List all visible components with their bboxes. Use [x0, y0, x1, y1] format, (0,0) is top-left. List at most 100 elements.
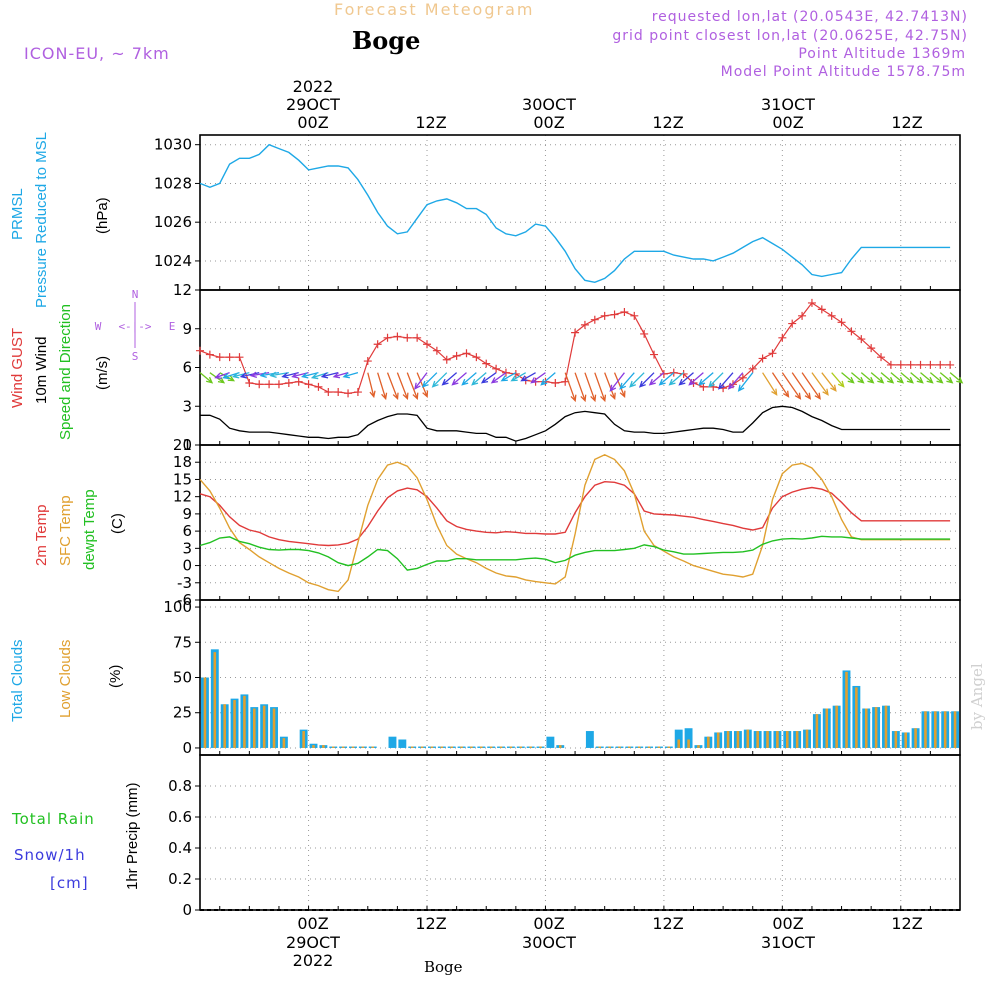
gust-marker: [738, 373, 747, 382]
legend-snow-unit: [cm]: [50, 874, 89, 892]
y-tick-label: 0: [182, 739, 192, 757]
bottom-day-label: 29OCT: [286, 933, 340, 952]
y-tick-label: 1028: [154, 174, 192, 192]
ylabel-precip: 1hr Precip (mm): [124, 782, 141, 890]
low-cloud-bar: [529, 746, 532, 748]
panel-frame: [199, 444, 961, 601]
wind-direction-arrow: [604, 372, 616, 401]
low-cloud-bar: [776, 731, 779, 748]
gust-marker: [659, 369, 668, 378]
wind-direction-arrow: [594, 372, 607, 403]
wind-direction-arrow: [771, 372, 790, 398]
gust-marker: [610, 310, 619, 319]
low-cloud-bar: [687, 739, 690, 748]
gust-marker: [462, 349, 471, 358]
legend-speed-direction: Speed and Direction: [57, 304, 74, 440]
low-cloud-bar: [934, 711, 937, 748]
ylabel-temp: (C): [109, 513, 126, 534]
gust-marker: [403, 333, 412, 342]
low-cloud-bar: [914, 728, 917, 748]
low-cloud-bar: [539, 746, 542, 748]
wind-direction-arrow: [396, 372, 409, 401]
top-day-label: 29OCT: [286, 95, 340, 114]
low-cloud-bar: [430, 746, 434, 748]
watermark: by Angel: [968, 663, 986, 730]
sfc-temp-line: [199, 454, 951, 593]
gust-marker: [215, 353, 224, 362]
y-tick-label: 12: [173, 281, 192, 299]
bottom-time-axis: 00Z 12Z 00Z 12Z 00Z 12Z 29OCT 30OCT 31OC…: [286, 914, 923, 970]
low-cloud-bar: [262, 705, 266, 748]
wind-direction-arrow: [530, 372, 546, 384]
low-cloud-bar: [410, 746, 414, 748]
pressure-line: [199, 143, 951, 284]
low-cloud-bar: [746, 729, 750, 748]
wind-direction-arrow: [480, 372, 497, 384]
y-tick-label: 1024: [154, 252, 192, 270]
gust-marker: [294, 377, 303, 386]
panel-wind: 0 3 6 9 12: [173, 281, 964, 454]
total-cloud-bar: [585, 731, 594, 748]
wind-direction-arrow: [416, 372, 429, 399]
low-cloud-bar: [795, 731, 799, 748]
location-title: Boge: [352, 26, 421, 55]
y-tick-label: 18: [173, 453, 192, 471]
low-cloud-bar: [756, 731, 759, 748]
gust-marker: [798, 311, 807, 320]
panel-clouds: 0 25 50 75 100: [163, 598, 961, 757]
low-cloud-bar: [657, 746, 661, 748]
low-cloud-bar: [637, 746, 641, 748]
low-cloud-bar: [924, 711, 927, 748]
wind-direction-arrow: [727, 372, 744, 390]
wind-direction-arrow: [781, 372, 802, 400]
low-cloud-bar: [420, 746, 424, 748]
y-tick-label: 100: [163, 598, 192, 616]
low-cloud-bar: [953, 711, 957, 748]
low-cloud-bar: [499, 746, 503, 748]
low-cloud-bar: [203, 677, 207, 748]
wind-direction-arrow: [300, 372, 319, 379]
low-cloud-bar: [213, 652, 217, 748]
bottom-year-label: 2022: [293, 951, 334, 970]
low-cloud-bar: [519, 746, 523, 748]
wind-direction-arrow: [831, 372, 845, 388]
y-tick-label: 0.6: [168, 808, 192, 826]
gust-marker: [916, 360, 925, 369]
wind-direction-arrow: [619, 372, 635, 390]
legend-dewpt-temp: dewpt Temp: [81, 489, 98, 570]
y-tick-label: 0: [182, 557, 192, 575]
low-cloud-bar: [489, 746, 493, 748]
forecast-title: Forecast Meteogram: [334, 0, 535, 19]
wind-direction-arrow: [332, 372, 349, 379]
gust-marker: [807, 298, 816, 307]
wind-direction-arrow: [880, 372, 895, 384]
top-year-label: 2022: [293, 77, 334, 96]
low-cloud-bar: [371, 746, 375, 748]
y-tick-label: 9: [182, 320, 192, 338]
low-cloud-bar: [855, 687, 858, 748]
total-cloud-bar: [546, 736, 555, 748]
gust-marker: [265, 380, 274, 389]
compass-n: N: [132, 288, 139, 301]
y-tick-label: 1026: [154, 213, 192, 231]
gust-marker: [413, 333, 422, 342]
gust-marker: [857, 335, 866, 344]
gust-marker: [245, 379, 254, 387]
compass-s: S: [132, 350, 139, 363]
gust-marker: [896, 360, 905, 369]
gust-marker: [886, 360, 895, 369]
low-cloud-bar: [677, 739, 680, 748]
top-hour-label: 00Z: [297, 113, 328, 132]
wind-direction-arrow: [406, 372, 419, 401]
gust-marker: [817, 305, 826, 314]
top-hour-label: 12Z: [652, 113, 683, 132]
gust-marker: [906, 360, 915, 369]
wind-direction-arrow: [239, 372, 260, 379]
gust-marker: [393, 332, 402, 341]
top-day-label: 30OCT: [522, 95, 576, 114]
wind-direction-arrow: [910, 372, 924, 384]
wind-direction-arrow: [851, 372, 865, 384]
wind-direction-arrow: [737, 372, 754, 392]
legend-sfc-temp: SFC Temp: [57, 495, 74, 566]
